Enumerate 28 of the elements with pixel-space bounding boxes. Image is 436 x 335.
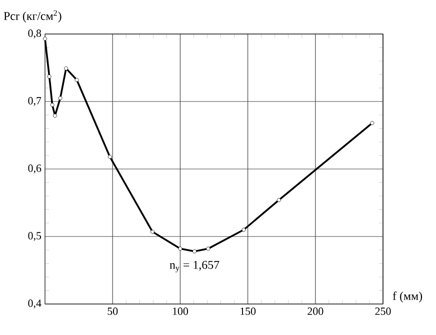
point [370, 121, 374, 126]
x-tick-label: 150 [240, 308, 256, 315]
x-tick-label: 200 [308, 308, 324, 315]
point [242, 228, 246, 232]
point [276, 198, 281, 202]
y-tick-label: 0,6 [28, 164, 42, 174]
x-tick-label: 50 [108, 308, 118, 315]
point [50, 102, 54, 107]
point [43, 36, 47, 41]
y-tick-label: 0,7 [28, 97, 42, 106]
point [108, 154, 112, 159]
x-tick-label: 250 [375, 308, 391, 315]
point [74, 78, 79, 82]
x-tick-label: 100 [172, 308, 188, 315]
point [206, 246, 210, 251]
point [150, 230, 154, 234]
y-tick-label: 0,5 [28, 232, 42, 241]
point [47, 74, 52, 79]
x-axis-title: f (мм) [392, 292, 422, 302]
point [58, 96, 62, 100]
y-tick-label: 0,4 [28, 300, 42, 308]
annotation: n$_{y}$ = 1,657 [170, 260, 220, 272]
y-axis-title: Pcr (кг/см$^{2}$) [4, 10, 62, 22]
point [64, 66, 68, 70]
point [178, 246, 182, 251]
point [53, 114, 58, 118]
y-tick-label: 0,8 [28, 30, 42, 38]
point [192, 249, 197, 254]
